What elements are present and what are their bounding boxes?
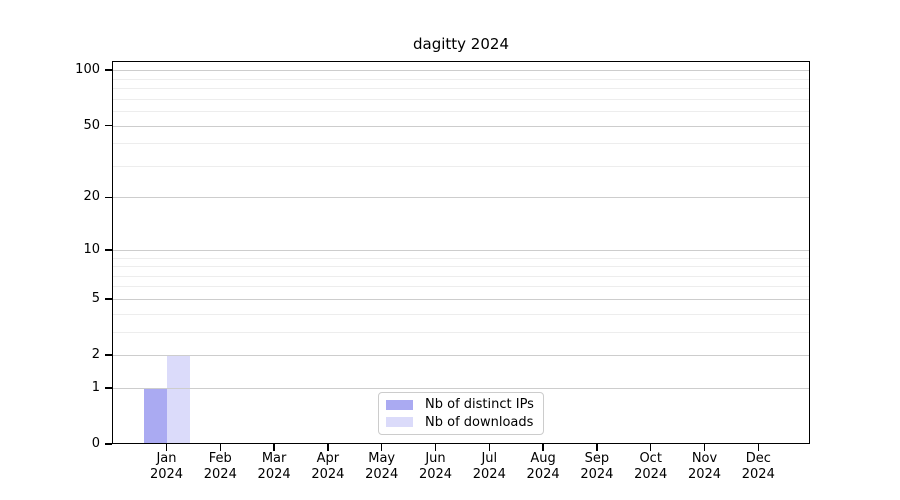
y-tick-label: 1: [91, 379, 100, 395]
x-tick-label: Nov 2024: [677, 451, 733, 482]
gridline-minor: [112, 88, 810, 90]
y-tick-label: 5: [91, 290, 100, 306]
x-tick-month: Nov: [691, 451, 718, 466]
x-tick-label: Apr 2024: [300, 451, 356, 482]
x-tick-year: 2024: [365, 466, 399, 482]
gridline-major: [112, 70, 810, 72]
gridline-minor: [112, 78, 810, 80]
x-tick-year: 2024: [741, 466, 775, 482]
x-tick-label: Feb 2024: [192, 451, 248, 482]
x-tick-year: 2024: [526, 466, 560, 482]
y-tick-mark: [105, 69, 112, 71]
x-tick-year: 2024: [257, 466, 291, 482]
y-tick-label: 0: [91, 436, 100, 451]
gridline-major: [112, 355, 810, 357]
x-tick-month: Oct: [639, 451, 662, 466]
x-tick-month: Jan: [156, 451, 177, 466]
x-tick-mark: [273, 444, 275, 451]
plot-border: [112, 61, 810, 444]
y-tick-label: 50: [83, 117, 100, 133]
x-tick-mark: [542, 444, 544, 451]
x-tick-label: Jan 2024: [139, 451, 195, 482]
y-tick-label: 10: [83, 241, 100, 257]
x-tick-label: Jul 2024: [461, 451, 517, 482]
x-tick-mark: [380, 444, 383, 451]
legend-entry-downloads: Nb of downloads: [379, 415, 543, 430]
x-tick-mark: [165, 444, 168, 451]
gridline-minor: [112, 313, 810, 315]
x-tick-month: Dec: [745, 451, 771, 466]
y-tick-mark: [105, 354, 112, 356]
x-tick-year: 2024: [687, 466, 722, 482]
bar-jan-downloads: [166, 355, 190, 444]
y-tick-mark: [105, 298, 112, 300]
x-tick-mark: [488, 444, 491, 451]
x-tick-year: 2024: [472, 466, 506, 482]
gridline-minor: [112, 331, 810, 333]
gridline-major: [112, 387, 810, 389]
x-tick-month: Aug: [530, 451, 556, 466]
x-tick-label: Oct 2024: [623, 451, 679, 482]
legend-swatch-distinct-ips: [386, 399, 413, 410]
x-tick-label: Sep 2024: [569, 451, 625, 482]
gridline-minor: [112, 286, 810, 288]
x-tick-year: 2024: [634, 466, 668, 482]
x-tick-month: Mar: [261, 451, 287, 466]
y-tick-mark: [105, 443, 112, 445]
y-tick-mark: [105, 387, 112, 389]
gridline-minor: [112, 257, 810, 259]
gridline-major: [112, 249, 810, 251]
x-tick-month: Jun: [425, 451, 446, 466]
x-tick-label: May 2024: [354, 451, 410, 482]
x-tick-month: May: [368, 451, 396, 466]
y-tick-label: 2: [91, 347, 100, 363]
chart-title: dagitty 2024: [413, 35, 509, 53]
x-tick-label: Dec 2024: [730, 451, 786, 482]
x-tick-month: Jul: [481, 451, 498, 466]
x-tick-mark: [703, 444, 706, 451]
x-tick-mark: [596, 444, 598, 451]
x-tick-mark: [327, 444, 329, 451]
x-tick-label: Mar 2024: [246, 451, 302, 482]
plot-area: [112, 61, 810, 444]
legend-label-distinct-ips: Nb of distinct IPs: [425, 397, 534, 413]
legend-entry-distinct-ips: Nb of distinct IPs: [379, 397, 543, 412]
legend: Nb of distinct IPs Nb of downloads: [378, 392, 544, 435]
x-tick-mark: [219, 444, 222, 451]
x-tick-year: 2024: [311, 466, 345, 482]
x-tick-year: 2024: [580, 466, 614, 482]
y-tick-label: 100: [75, 62, 100, 78]
y-tick-mark: [105, 249, 112, 251]
legend-label-downloads: Nb of downloads: [425, 414, 534, 430]
gridline-minor: [112, 275, 810, 277]
x-tick-label: Aug 2024: [515, 451, 571, 482]
x-tick-mark: [434, 444, 437, 451]
gridline-minor: [112, 165, 810, 167]
bar-jan-distinct-ips: [143, 387, 167, 444]
x-tick-year: 2024: [149, 466, 184, 482]
gridline-minor: [112, 266, 810, 268]
gridline-minor: [112, 143, 810, 145]
y-tick-label: 20: [83, 189, 100, 205]
legend-swatch-downloads: [386, 417, 413, 428]
x-tick-year: 2024: [203, 466, 237, 482]
x-tick-label: Jun 2024: [408, 451, 464, 482]
x-tick-month: Feb: [208, 451, 232, 466]
x-tick-mark: [757, 444, 760, 451]
gridline-minor: [112, 98, 810, 100]
y-tick-mark: [105, 196, 112, 199]
x-tick-year: 2024: [418, 466, 453, 482]
y-tick-mark: [105, 124, 112, 127]
gridline-major: [112, 197, 810, 199]
x-tick-month: Apr: [316, 451, 340, 466]
gridline-minor: [112, 111, 810, 113]
x-tick-month: Sep: [584, 451, 610, 466]
gridline-major: [112, 125, 810, 127]
gridline-major: [112, 298, 810, 300]
x-tick-mark: [649, 444, 652, 451]
